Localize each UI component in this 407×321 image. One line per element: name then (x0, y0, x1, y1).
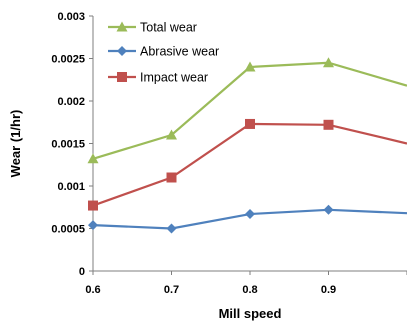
impact-wear-series (88, 118, 407, 211)
y-tick-label: 0.0015 (51, 139, 85, 151)
abrasive-wear-point (323, 204, 334, 215)
legend-marker (116, 21, 128, 32)
impact-wear-line (92, 122, 407, 207)
total-wear-point (244, 61, 256, 72)
legend: Total wear Abrasive wear Impact wear (108, 21, 219, 85)
x-axis-title: Mill speed (219, 306, 282, 321)
total-wear-point (166, 129, 177, 140)
legend-label: Impact wear (140, 71, 208, 85)
impact-wear-point (323, 119, 334, 130)
abrasive-wear-point (166, 223, 177, 234)
x-tick-label: 0.7 (164, 284, 179, 296)
total-wear-point (323, 57, 334, 68)
abrasive-wear-point (245, 209, 255, 220)
legend-label: Total wear (140, 21, 197, 35)
abrasive-wear-point (88, 220, 98, 231)
y-axis-ticks: 0 0.0005 0.001 0.0015 0.002 0.0025 0.003 (51, 11, 93, 278)
total-wear-point (87, 153, 99, 164)
impact-wear-point (88, 200, 98, 211)
legend-item-abrasive-wear: Abrasive wear (108, 45, 219, 59)
x-tick-label: 0.9 (321, 284, 336, 296)
legend-marker (117, 46, 127, 56)
y-tick-label: 0.003 (57, 11, 85, 23)
y-tick-label: 0 (79, 266, 85, 278)
legend-marker (117, 72, 127, 82)
impact-wear-point (245, 118, 255, 129)
x-axis-ticks: 0.6 0.7 0.8 0.9 (85, 271, 407, 296)
legend-item-total-wear: Total wear (108, 21, 197, 35)
abrasive-wear-series (88, 204, 407, 234)
y-tick-label: 0.0025 (51, 54, 85, 66)
y-tick-label: 0.001 (57, 181, 85, 193)
y-tick-label: 0.0005 (51, 224, 85, 236)
y-tick-label: 0.002 (57, 96, 85, 108)
series-layer (87, 57, 407, 234)
x-tick-label: 0.6 (85, 284, 100, 296)
y-axis-title: Wear (1/hr) (8, 110, 23, 178)
legend-item-impact-wear: Impact wear (108, 71, 208, 85)
legend-label: Abrasive wear (140, 45, 219, 59)
impact-wear-point (166, 172, 177, 183)
total-wear-series (87, 57, 407, 164)
x-tick-label: 0.8 (242, 284, 257, 296)
